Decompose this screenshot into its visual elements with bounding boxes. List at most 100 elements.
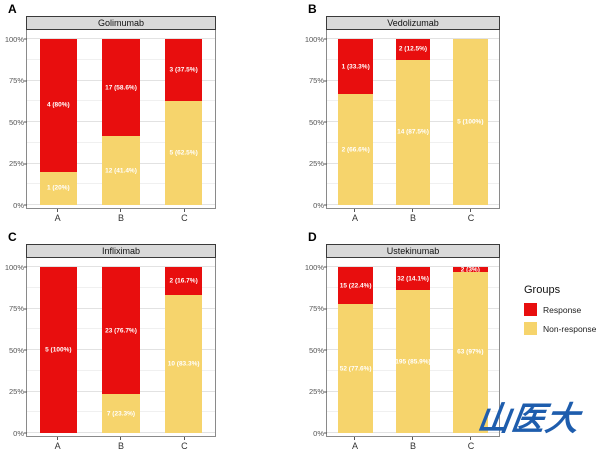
- bar-segment-nonresponse: 5 (100%): [453, 39, 488, 205]
- x-category-A: A: [338, 437, 373, 451]
- panel-title-strip: Infliximab: [26, 244, 216, 258]
- y-axis-label: 75%: [308, 75, 324, 85]
- x-tick-mark: [470, 209, 472, 212]
- x-tick-mark: [183, 209, 185, 212]
- x-tick-mark: [412, 209, 414, 212]
- y-tick-mark: [24, 391, 27, 392]
- bars-layer: 15 (22.4%) 52 (77.6%) 32 (14.1%) 195 (85.9%…: [327, 266, 499, 433]
- segment-label: 14 (87.5%): [397, 128, 429, 136]
- segment-label: 5 (100%): [45, 346, 72, 354]
- bar-C: 5 (100%): [453, 39, 488, 205]
- y-tick-mark: [24, 38, 27, 40]
- legend-swatch-response-icon: [524, 303, 537, 316]
- segment-label: 2 (66.6%): [341, 146, 370, 154]
- gridline-major: [327, 38, 499, 39]
- x-category-A: A: [338, 209, 373, 223]
- y-axis-label: 25%: [308, 386, 324, 396]
- y-tick-mark: [324, 391, 327, 392]
- gridline-major: [327, 266, 499, 267]
- plot-inner: 4 (80%) 1 (20%) 17 (58.6%) 12 (41.4%) 3 (37.…: [24, 38, 215, 206]
- bar-segment-response: 32 (14.1%): [395, 267, 431, 291]
- x-axis-label: A: [54, 441, 61, 451]
- segment-label: 15 (22.4%): [339, 282, 372, 290]
- x-tick-mark: [470, 437, 472, 440]
- y-axis-label: 50%: [308, 345, 324, 355]
- panel-title-strip: Ustekinumab: [326, 244, 500, 258]
- x-category-B: B: [396, 209, 431, 223]
- bar-segment-response: 3 (37.5%): [164, 39, 203, 102]
- panel-infliximab: Infliximab 5 (100%) 23 (76.7%) 7 (23.3%) 2 (…: [5, 244, 216, 451]
- y-tick-mark: [24, 349, 27, 351]
- bar-segment-response: 2 (12.5%): [395, 39, 431, 60]
- panel-golimumab: Golimumab 4 (80%) 1 (20%) 17 (58.6%) 12 (41.…: [5, 16, 216, 223]
- y-axis-label: 0%: [13, 428, 24, 438]
- y-tick-mark: [324, 266, 327, 268]
- plot-area-C: 5 (100%) 23 (76.7%) 7 (23.3%) 2 (16.7%) 10 (…: [5, 258, 216, 437]
- x-tick-mark: [354, 209, 356, 212]
- plot-inner: 15 (22.4%) 52 (77.6%) 32 (14.1%) 195 (85.9%…: [324, 266, 499, 434]
- segment-label: 10 (83.3%): [167, 360, 200, 368]
- bar-segment-response: 23 (76.7%): [102, 267, 140, 395]
- x-tick-mark: [412, 437, 414, 440]
- y-tick-mark: [24, 266, 27, 268]
- panel-letter-C: C: [8, 230, 17, 244]
- plot-area-A: 4 (80%) 1 (20%) 17 (58.6%) 12 (41.4%) 3 (37.…: [5, 30, 216, 209]
- x-category-C: C: [454, 437, 489, 451]
- x-category-C: C: [165, 209, 203, 223]
- plot-inner: 5 (100%) 23 (76.7%) 7 (23.3%) 2 (16.7%) 10 (…: [24, 266, 215, 434]
- segment-label: 3 (37.5%): [169, 66, 198, 74]
- panel-title: Ustekinumab: [386, 246, 440, 256]
- panel-ustekinumab: Ustekinumab 15 (22.4%) 52 (77.6%) 32 (14.1%…: [305, 244, 500, 451]
- bar-segment-nonresponse: 1 (20%): [39, 171, 78, 205]
- x-tick-mark: [120, 209, 122, 212]
- x-axis: A B C: [326, 209, 500, 223]
- y-axis-label: 50%: [308, 117, 324, 127]
- bar-segment-nonresponse: 195 (85.9%): [395, 290, 431, 433]
- bar-segment-nonresponse: 63 (97%): [453, 271, 488, 433]
- bar-segment-response: 2 (3%): [453, 266, 488, 273]
- x-category-B: B: [102, 209, 140, 223]
- y-axis-label: 25%: [8, 158, 24, 168]
- gridline-major: [27, 266, 215, 267]
- x-tick-mark: [57, 437, 59, 440]
- x-tick-mark: [183, 437, 185, 440]
- segment-label: 2 (3%): [460, 266, 480, 273]
- y-axis-label: 75%: [8, 75, 24, 85]
- y-axis: 0% 25% 50% 75% 100%: [300, 263, 324, 436]
- segment-label: 52 (77.6%): [339, 365, 372, 373]
- x-category-B: B: [102, 437, 140, 451]
- x-tick-mark: [354, 437, 356, 440]
- bar-segment-nonresponse: 12 (41.4%): [102, 136, 140, 205]
- segment-label: 7 (23.3%): [106, 410, 136, 418]
- segment-label: 1 (20%): [46, 184, 70, 192]
- panel-title: Infliximab: [101, 246, 140, 256]
- bar-segment-nonresponse: 5 (62.5%): [164, 101, 203, 205]
- x-category-C: C: [165, 437, 203, 451]
- y-tick-mark: [24, 308, 27, 309]
- x-tick-mark: [57, 209, 59, 212]
- legend-label-response: Response: [543, 304, 582, 315]
- bar-segment-response: 17 (58.6%): [102, 39, 140, 137]
- segment-label: 23 (76.7%): [105, 327, 137, 335]
- bar-B: 32 (14.1%) 195 (85.9%): [395, 267, 431, 433]
- bar-segment-response: 15 (22.4%): [338, 267, 373, 305]
- y-axis-label: 100%: [304, 262, 324, 272]
- y-tick-mark: [324, 80, 327, 81]
- y-tick-mark: [24, 80, 27, 81]
- x-axis-label: C: [181, 213, 188, 223]
- y-axis: 0% 25% 50% 75% 100%: [0, 35, 24, 208]
- y-axis: 0% 25% 50% 75% 100%: [0, 263, 24, 436]
- panel-slot-a: A Golimumab 4 (80%) 1 (20%) 17 (58.6%) 12 (41…: [0, 0, 300, 228]
- y-tick-mark: [324, 204, 327, 206]
- segment-label: 1 (33.3%): [341, 63, 370, 71]
- y-axis-label: 25%: [8, 386, 24, 396]
- y-axis: 0% 25% 50% 75% 100%: [300, 35, 324, 208]
- y-axis-label: 100%: [4, 34, 24, 44]
- y-tick-mark: [324, 432, 327, 434]
- y-axis-label: 100%: [4, 262, 24, 272]
- bar-A: 5 (100%): [39, 267, 78, 433]
- x-axis-label: B: [409, 441, 416, 451]
- y-tick-mark: [24, 204, 27, 206]
- x-tick-mark: [120, 437, 122, 440]
